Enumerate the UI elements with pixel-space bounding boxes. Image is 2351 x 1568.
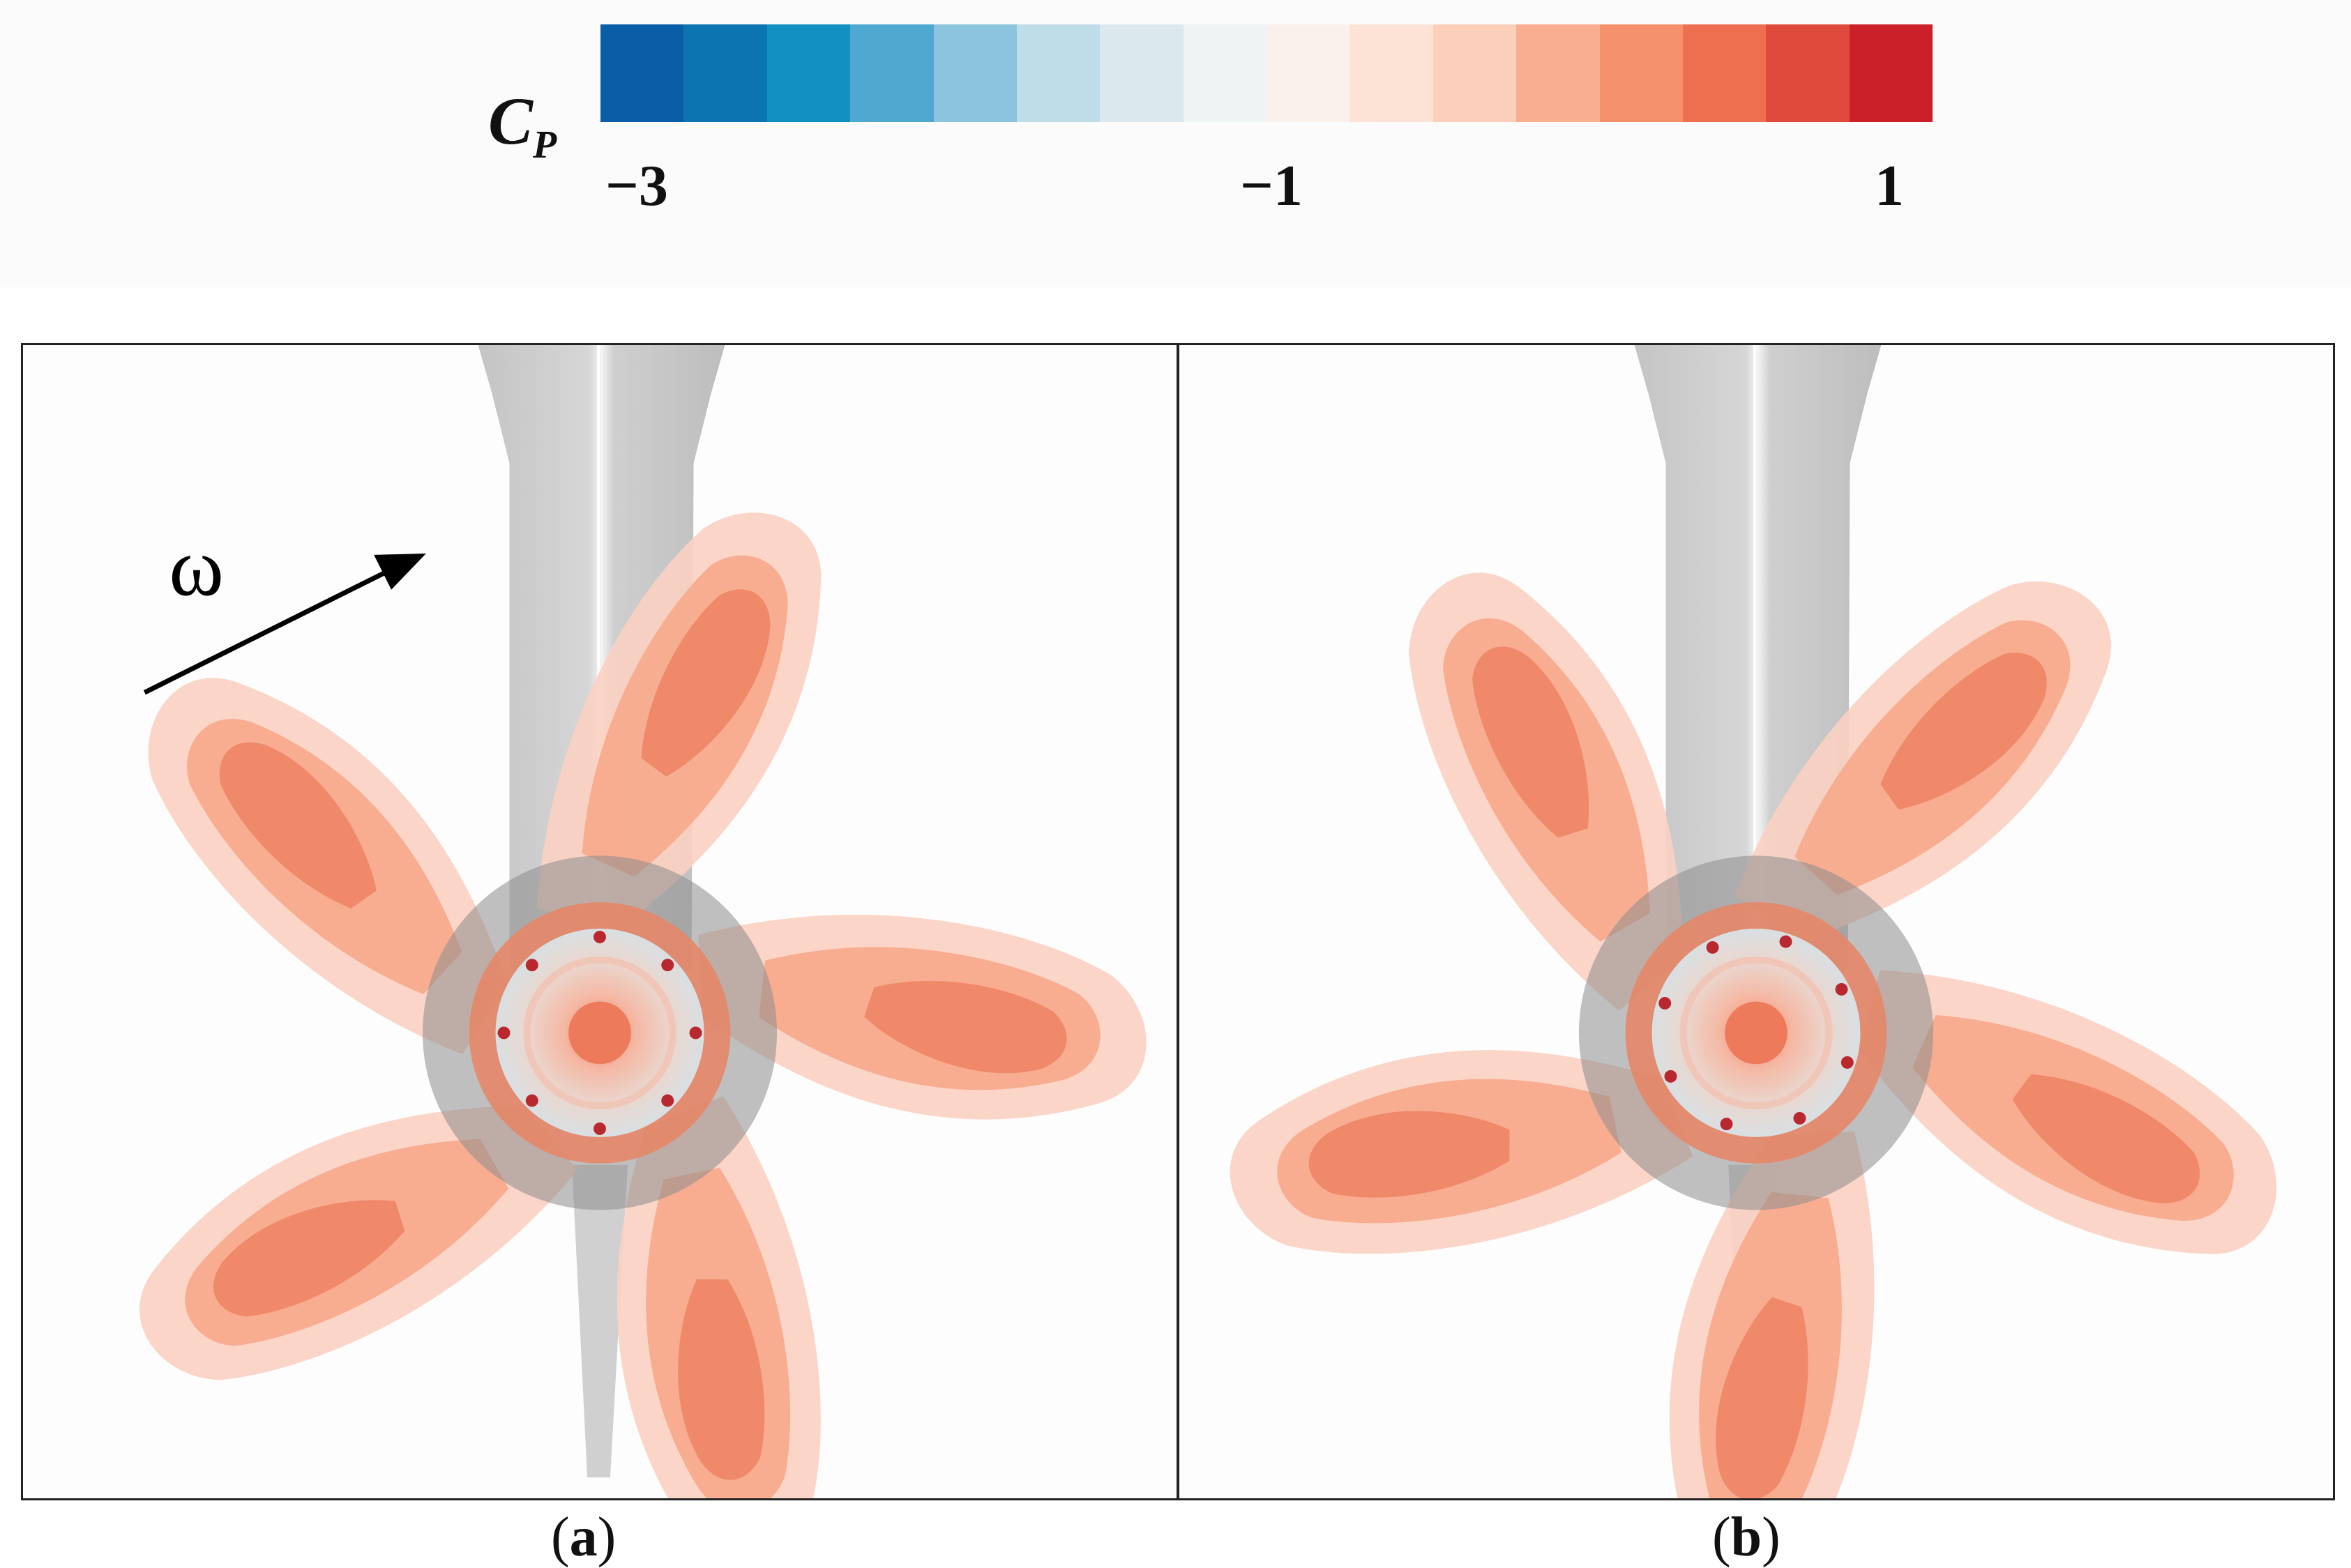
colorbar-segment: [850, 24, 934, 122]
blade-core-contour: [1308, 1111, 1510, 1198]
hub-bolt: [1793, 1111, 1806, 1125]
colorbar-segment: [683, 24, 767, 122]
blade: [1230, 1050, 1693, 1254]
blade-core-contour: [1472, 646, 1589, 838]
hub-center: [1725, 1001, 1787, 1065]
hub-inner-ring: [1679, 956, 1833, 1110]
colorbar: [600, 24, 1933, 122]
hub-bolt: [1706, 941, 1719, 954]
caption-a: (a): [551, 1507, 617, 1568]
colorbar-segment: [1350, 24, 1433, 122]
colorbar-segment: [1267, 24, 1350, 122]
colorbar-segment: [1016, 24, 1101, 122]
blade: [1859, 970, 2277, 1254]
lower-fin: [572, 1164, 628, 1478]
colorbar-segment: [1682, 24, 1767, 122]
hub-bolt: [525, 959, 538, 972]
colorbar-segment: [766, 24, 851, 122]
colorbar-tick-mid: −1: [1240, 153, 1303, 218]
hub-bolt: [661, 959, 674, 972]
blade-core-contour: [678, 1279, 765, 1480]
blade: [1669, 1131, 1875, 1498]
rotation-arrow-head: [374, 553, 426, 590]
colorbar-segment: [933, 24, 1017, 122]
hub-bolt: [689, 1026, 702, 1040]
colorbar-segment: [1432, 24, 1517, 122]
hub-bolt: [594, 930, 606, 943]
blade: [1734, 581, 2111, 941]
colorbar-segment: [1183, 24, 1267, 122]
hub-inner-ring: [523, 956, 676, 1110]
panel-b: [1177, 343, 2335, 1500]
hub-bolt: [1779, 935, 1792, 948]
caption-b: (b): [1712, 1507, 1781, 1568]
hub-bolt: [594, 1122, 606, 1135]
blade-core-contour: [641, 589, 771, 777]
blade-core-contour: [1880, 653, 2047, 810]
hub-bolt: [1658, 996, 1672, 1010]
hub-bolt: [1835, 983, 1848, 996]
blade: [1409, 572, 1684, 1011]
colorbar-tick-max: 1: [1875, 153, 1904, 218]
hub-center: [568, 1001, 631, 1065]
hub-bolt: [1720, 1118, 1733, 1131]
colorbar-tick-min: −3: [605, 153, 668, 218]
colorbar-segment: [600, 24, 684, 122]
colorbar-segment: [1599, 24, 1683, 122]
blade: [536, 512, 822, 931]
propeller-render-a: ω: [139, 345, 1147, 1498]
blade-core-contour: [219, 742, 377, 909]
blade-core-contour: [2012, 1074, 2200, 1204]
colorbar-segment: [1849, 24, 1933, 122]
hub-bolt: [1664, 1070, 1677, 1083]
colorbar-segment: [1766, 24, 1850, 122]
rotation-arrow: [143, 563, 400, 695]
blade: [148, 678, 508, 1055]
hub-bolt: [497, 1026, 511, 1040]
blade-core-contour: [213, 1200, 405, 1317]
colorbar-title-sub: P: [533, 123, 557, 167]
colorbar-segment: [1100, 24, 1184, 122]
colorbar-title: CP: [488, 82, 557, 167]
hub-bolt: [1840, 1056, 1854, 1069]
blade: [139, 1105, 578, 1380]
caption-b-letter: b: [1730, 1507, 1762, 1568]
blade: [617, 1096, 821, 1498]
legend-area: CP −3 −1 1: [0, 0, 2351, 287]
hub-bolt: [525, 1094, 538, 1107]
caption-a-letter: a: [569, 1507, 598, 1568]
blade-core-contour: [1716, 1297, 1808, 1498]
blade: [698, 915, 1147, 1120]
panel-a: ω: [21, 343, 1179, 1500]
colorbar-segment: [1516, 24, 1600, 122]
blade-core-contour: [864, 980, 1067, 1074]
propeller-render-b: [1230, 345, 2277, 1498]
colorbar-title-main: C: [488, 84, 534, 158]
hub-bolt: [661, 1094, 674, 1107]
rotation-label: ω: [169, 521, 224, 614]
